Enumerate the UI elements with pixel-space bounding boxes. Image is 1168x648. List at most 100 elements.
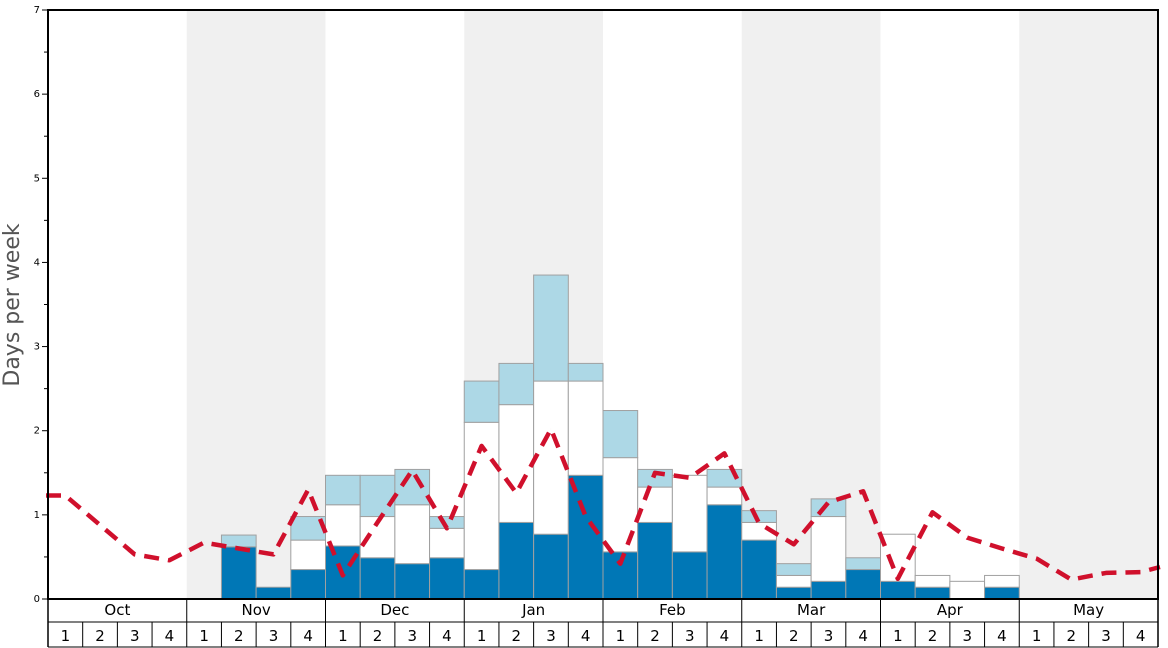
bar-segment-0	[845, 569, 881, 600]
week-label: 1	[1032, 627, 1042, 645]
bar-segment-0	[637, 521, 673, 600]
bar-segment-2	[498, 362, 535, 406]
bar-segment-0	[533, 533, 569, 600]
week-label: 2	[512, 627, 522, 645]
bar-segment-2	[463, 380, 500, 423]
bar-segment-1	[949, 580, 986, 600]
week-label: 4	[303, 627, 313, 645]
bar-segment-1	[637, 486, 673, 523]
bar-segment-0	[775, 586, 812, 600]
week-label: 3	[130, 627, 140, 645]
bar-segment-1	[429, 527, 465, 559]
week-label: 4	[720, 627, 730, 645]
week-label: 2	[234, 627, 244, 645]
y-tick-label: 2	[34, 426, 40, 437]
week-label: 3	[407, 627, 417, 645]
month-label-dec: Dec	[380, 601, 409, 619]
bar-segment-2	[567, 362, 604, 382]
month-label-feb: Feb	[659, 601, 686, 619]
y-tick-label: 1	[34, 510, 40, 521]
bar-segment-2	[325, 474, 361, 506]
week-label: 3	[546, 627, 556, 645]
bar-segment-0	[394, 563, 431, 600]
week-label: 3	[962, 627, 972, 645]
bar-segment-0	[741, 539, 777, 600]
bar-segment-0	[290, 569, 326, 600]
y-tick-label: 4	[34, 257, 40, 268]
y-tick-label: 0	[34, 594, 40, 605]
y-ticks: 0 1 2 3 4 5 6 7	[34, 5, 48, 605]
bar-segment-1	[290, 539, 326, 571]
week-label: 3	[685, 627, 695, 645]
month-label-apr: Apr	[937, 601, 964, 619]
bar-segment-0	[984, 586, 1020, 600]
month-label-mar: Mar	[797, 601, 826, 619]
bar-segment-0	[498, 521, 535, 600]
month-label-jan: Jan	[521, 601, 545, 619]
y-tick-label: 5	[34, 173, 40, 184]
bar-segment-0	[255, 586, 292, 600]
bar-segment-1	[706, 486, 743, 506]
bar-segment-0	[880, 580, 916, 600]
bar-segment-0	[429, 557, 465, 600]
bar-segment-2	[533, 274, 569, 382]
week-label: 1	[477, 627, 487, 645]
bar-segment-1	[810, 516, 847, 582]
bar-segment-1	[914, 574, 951, 588]
bar-segment-2	[394, 468, 431, 506]
bar-segment-0	[810, 580, 847, 600]
y-axis-label: Days per week	[0, 223, 25, 386]
y-tick-label: 7	[34, 5, 40, 16]
bar-segment-2	[775, 563, 812, 576]
week-label: 2	[928, 627, 938, 645]
week-label: 4	[858, 627, 868, 645]
month-label-nov: Nov	[241, 601, 270, 619]
bar-segment-2	[845, 557, 881, 571]
week-label: 4	[581, 627, 591, 645]
bar-segment-1	[498, 404, 535, 523]
bars-layer	[220, 274, 1020, 600]
week-label: 1	[893, 627, 903, 645]
week-label: 3	[824, 627, 834, 645]
week-label: 2	[95, 627, 105, 645]
week-label: 2	[1067, 627, 1077, 645]
bar-segment-0	[914, 586, 951, 600]
week-label: 3	[1101, 627, 1111, 645]
week-label: 1	[199, 627, 209, 645]
week-label: 4	[1136, 627, 1146, 645]
week-label: 1	[338, 627, 348, 645]
month-label-may: May	[1073, 601, 1104, 619]
bar-segment-1	[984, 574, 1020, 588]
bar-segment-1	[775, 574, 812, 588]
week-label: 3	[269, 627, 279, 645]
y-tick-label: 3	[34, 342, 40, 353]
week-label: 1	[754, 627, 764, 645]
bar-segment-1	[671, 474, 708, 553]
bar-segment-2	[602, 410, 639, 459]
bar-segment-0	[463, 569, 500, 600]
month-band-may	[1019, 10, 1158, 599]
bar-segment-1	[394, 504, 431, 565]
week-label: 2	[650, 627, 660, 645]
x-axis: Oct Nov Dec Jan Feb Mar Apr May 1 2 3 4 1 2 3 4 1 2 3 4 1 2 3 4…	[47, 599, 1159, 648]
week-label: 4	[442, 627, 452, 645]
bar-segment-2	[741, 510, 777, 523]
week-label: 1	[616, 627, 626, 645]
bar-segment-1	[325, 504, 361, 547]
bar-segment-0	[567, 474, 604, 600]
week-label: 2	[789, 627, 799, 645]
bar-segment-1	[567, 380, 604, 476]
week-label: 1	[61, 627, 71, 645]
bar-segment-0	[220, 546, 257, 600]
bar-segment-0	[706, 504, 743, 600]
line-layer	[46, 426, 1161, 582]
bar-segment-0	[359, 557, 396, 600]
line-series	[46, 426, 1161, 582]
week-label: 4	[165, 627, 175, 645]
bar-segment-2	[220, 534, 257, 548]
week-label: 2	[373, 627, 383, 645]
bar-segment-2	[359, 474, 396, 518]
week-label: 4	[997, 627, 1007, 645]
month-label-oct: Oct	[104, 601, 130, 619]
